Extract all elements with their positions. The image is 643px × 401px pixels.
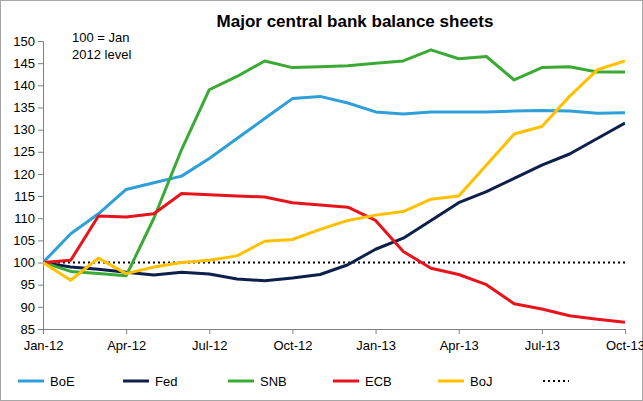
y-tick: 85 <box>21 322 43 337</box>
y-tick-mark <box>38 85 43 86</box>
y-tick: 110 <box>14 211 43 226</box>
y-tick-label: 105 <box>13 233 35 248</box>
y-tick: 100 <box>13 255 43 270</box>
y-tick: 115 <box>14 189 43 204</box>
y-tick-mark <box>38 174 43 175</box>
x-tick: Oct-13 <box>606 329 643 353</box>
annotation: 100 = Jan <box>72 30 129 45</box>
x-tick: Apr-12 <box>107 329 146 353</box>
chart-border <box>1 1 643 401</box>
legend-swatch <box>438 380 464 383</box>
y-tick-label: 90 <box>21 300 35 315</box>
x-tick-label: Jan-12 <box>24 338 64 353</box>
y-tick-label: 125 <box>13 144 35 159</box>
series-line <box>43 193 625 322</box>
x-tick-label: Oct-13 <box>606 338 643 353</box>
y-tick: 120 <box>13 167 43 182</box>
x-tick-label: Apr-12 <box>107 338 146 353</box>
y-axis-line <box>38 42 44 330</box>
y-tick-label: 145 <box>13 56 35 71</box>
series-line <box>43 123 625 281</box>
legend-label: Fed <box>155 374 177 389</box>
x-tick-label: Jul-13 <box>525 338 560 353</box>
legend: BoE Fed SNB ECB BoJ <box>18 374 569 389</box>
y-tick-label: 130 <box>13 122 35 137</box>
x-tick: Jan-13 <box>356 329 396 353</box>
x-axis: Jan-12 Apr-12 Jul-12 Oct-12 Jan-13 Apr-13 Jul-… <box>24 329 643 353</box>
y-tick-mark <box>38 263 43 264</box>
y-tick-mark <box>38 329 43 330</box>
y-tick-mark <box>38 107 43 108</box>
y-tick-mark <box>38 196 43 197</box>
legend-label: ECB <box>365 374 392 389</box>
legend-label: SNB <box>260 374 287 389</box>
x-tick: Jan-12 <box>24 329 64 353</box>
y-tick-label: 95 <box>21 277 35 292</box>
y-tick: 105 <box>13 233 43 248</box>
y-tick-mark <box>38 130 43 131</box>
x-tick-label: Apr-13 <box>440 338 479 353</box>
chart: Major central bank balance sheets 100 = J… <box>0 0 643 401</box>
series-line <box>43 61 625 280</box>
x-tick-mark <box>376 329 377 334</box>
y-tick: 135 <box>13 100 43 115</box>
y-tick: 90 <box>21 300 43 315</box>
y-tick: 125 <box>13 144 43 159</box>
y-axis: 85 90 95 100 105 110 115 120 125 130 135 140 145 150 <box>13 34 43 337</box>
y-tick: 145 <box>13 56 43 71</box>
y-tick-label: 115 <box>14 189 35 204</box>
y-tick-mark <box>38 285 43 286</box>
x-tick: Oct-12 <box>273 329 312 353</box>
x-tick: Apr-13 <box>440 329 479 353</box>
y-tick-label: 110 <box>14 211 35 226</box>
y-tick-mark <box>38 307 43 308</box>
x-tick-mark <box>625 329 626 334</box>
title: Major central bank balance sheets <box>217 12 494 31</box>
legend-swatch <box>18 380 44 383</box>
x-tick-label: Oct-12 <box>273 338 312 353</box>
y-tick: 140 <box>13 78 43 93</box>
x-axis-line <box>44 330 626 335</box>
plot-area <box>43 50 625 322</box>
legend-label: BoJ <box>470 374 492 389</box>
y-tick: 150 <box>13 34 43 49</box>
x-tick-label: Jul-12 <box>192 338 227 353</box>
x-tick-mark <box>43 329 44 334</box>
y-tick: 130 <box>13 122 43 137</box>
x-tick-mark <box>292 329 293 334</box>
legend-swatch <box>228 380 254 383</box>
series-line <box>43 96 625 262</box>
annotation: 2012 level <box>72 47 131 62</box>
x-tick-mark <box>126 329 127 334</box>
y-tick-mark <box>38 41 43 42</box>
y-tick-mark <box>38 152 43 153</box>
y-tick-label: 140 <box>13 78 35 93</box>
legend-swatch <box>123 380 149 383</box>
legend-swatch <box>333 380 359 383</box>
y-tick-label: 120 <box>13 167 35 182</box>
y-tick-label: 150 <box>13 34 35 49</box>
y-tick: 95 <box>21 277 43 292</box>
series-line <box>43 50 625 276</box>
y-tick-mark <box>38 218 43 219</box>
x-tick: Jul-12 <box>192 329 227 353</box>
y-tick-label: 100 <box>13 255 35 270</box>
series-line <box>43 262 625 264</box>
legend-swatch <box>543 380 569 382</box>
y-tick-label: 135 <box>13 100 35 115</box>
y-tick-mark <box>38 63 43 64</box>
x-tick-label: Jan-13 <box>356 338 396 353</box>
y-tick-label: 85 <box>21 322 35 337</box>
y-tick-mark <box>38 240 43 241</box>
x-tick-mark <box>459 329 460 334</box>
legend-label: BoE <box>50 374 75 389</box>
x-tick-mark <box>542 329 543 334</box>
x-tick: Jul-13 <box>525 329 560 353</box>
x-tick-mark <box>209 329 210 334</box>
